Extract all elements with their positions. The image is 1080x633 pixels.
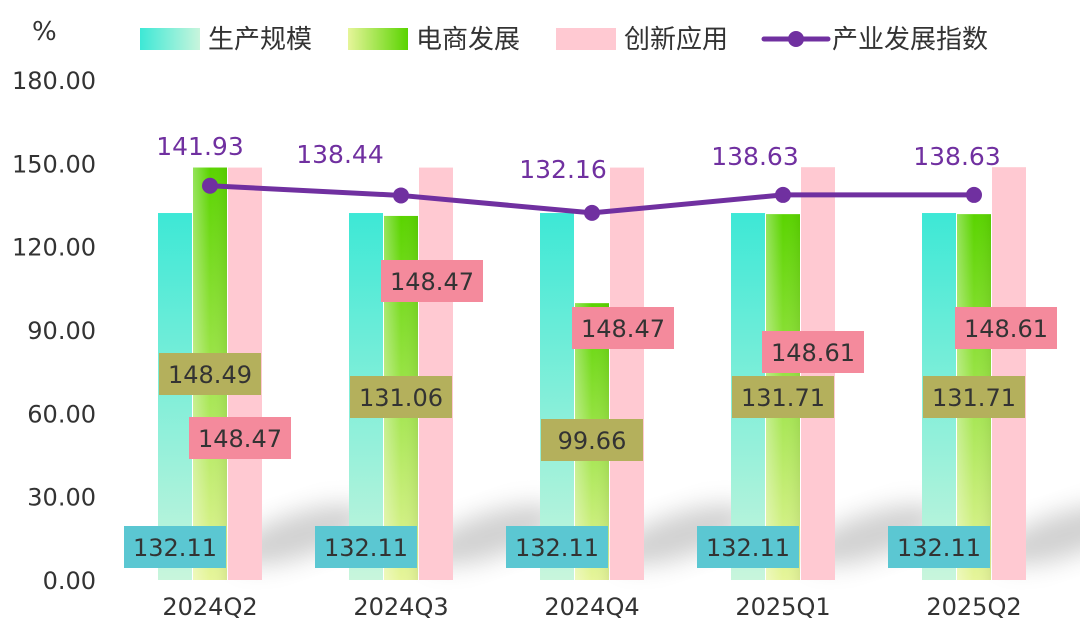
y-tick-label: 90.00 [27,317,96,345]
y-axis: 0.00 30.00 60.00 90.00 120.00 150.00 180.00 [12,67,96,595]
index-data-label: 141.93 [156,132,243,161]
data-label: 132.11 [124,526,226,568]
data-label: 148.47 [189,417,291,459]
data-label-text: 131.06 [359,384,443,412]
data-label: 131.71 [732,376,834,418]
data-label: 132.11 [697,526,799,568]
index-data-label: 138.63 [913,142,1000,171]
data-label: 132.11 [506,526,608,568]
data-label-text: 132.11 [133,534,217,562]
bar-shadow [806,504,940,566]
data-label-box [572,307,674,349]
bar-创新应用[interactable] [419,167,453,581]
data-label: 148.47 [381,260,483,302]
y-tick-label: 30.00 [27,484,96,512]
index-point[interactable] [966,186,982,203]
legend-marker-swatch [788,31,804,47]
x-tick-label: 2024Q2 [162,593,257,621]
data-label-text: 132.11 [897,534,981,562]
legend-label: 创新应用 [624,25,728,55]
data-label: 99.66 [541,419,643,461]
y-tick-label: 120.00 [12,234,96,262]
bar-shadow [424,504,558,566]
legend-item[interactable]: 生产规模 [140,25,312,55]
x-axis: 2024Q2 2024Q3 2024Q4 2025Q1 2025Q2 [162,593,1021,621]
data-label-box [762,331,864,373]
index-data-label: 138.63 [711,142,798,171]
data-label-box [506,526,608,568]
y-tick-label: 60.00 [27,400,96,428]
data-label-box [159,353,261,395]
data-label-text: 148.47 [390,268,474,296]
data-label-box [350,376,452,418]
data-label-box [315,526,417,568]
legend-item[interactable]: 电商发展 [348,25,520,55]
data-label-text: 148.47 [198,425,282,453]
y-tick-label: 150.00 [12,150,96,178]
bar-shadow [997,504,1080,566]
bar-shadow [615,504,749,566]
data-label: 148.61 [955,307,1057,349]
data-label-text: 148.49 [168,361,252,389]
data-label: 131.06 [350,376,452,418]
data-label-text: 132.11 [515,534,599,562]
data-label: 132.11 [888,526,990,568]
data-label: 148.47 [572,307,674,349]
data-label-text: 148.47 [581,315,665,343]
data-label-text: 131.71 [932,384,1016,412]
data-label-box [381,260,483,302]
data-label-box [189,417,291,459]
bar-创新应用[interactable] [992,167,1026,580]
unit-label: % [32,17,57,47]
data-label-box [124,526,226,568]
data-labels: 132.11 132.11 132.11 132.11 132.11 148.49 131.… [124,132,1057,568]
data-label: 131.71 [923,376,1025,418]
data-label-text: 148.61 [771,339,855,367]
legend-label: 生产规模 [208,25,312,55]
index-data-label: 132.16 [519,155,606,184]
bar-创新应用[interactable] [610,167,644,581]
bar-生产规模[interactable] [540,213,574,580]
y-tick-label: 180.00 [12,67,96,95]
data-label-box [732,376,834,418]
legend-swatch [556,28,616,50]
data-label: 148.49 [159,353,261,395]
legend: 生产规模 电商发展 创新应用 产业发展指数 [140,25,988,55]
legend-swatch [348,28,408,50]
bar-shadows [233,504,1080,566]
bar-创新应用[interactable] [801,167,835,580]
data-label-box [955,307,1057,349]
data-label-text: 148.61 [964,315,1048,343]
data-label-box [888,526,990,568]
index-point[interactable] [775,186,791,203]
legend-label: 电商发展 [416,25,520,55]
x-tick-label: 2025Q1 [735,593,830,621]
legend-item[interactable]: 产业发展指数 [761,25,988,55]
data-label: 132.11 [315,526,417,568]
x-tick-label: 2024Q4 [544,593,639,621]
data-label-box [541,419,643,461]
x-tick-label: 2024Q3 [353,593,448,621]
legend-label: 产业发展指数 [832,25,988,55]
index-line [202,177,982,221]
data-label-box [923,376,1025,418]
data-label: 148.61 [762,331,864,373]
index-point[interactable] [202,177,218,194]
bar-生产规模[interactable] [158,213,192,580]
index-point[interactable] [584,204,600,221]
data-label-text: 131.71 [741,384,825,412]
index-data-label: 138.44 [296,140,383,169]
y-tick-label: 0.00 [43,567,96,595]
data-label-box [697,526,799,568]
data-label-text: 132.11 [706,534,790,562]
index-point[interactable] [393,187,409,204]
data-label-text: 99.66 [558,427,627,455]
data-label-text: 132.11 [324,534,408,562]
legend-item[interactable]: 创新应用 [556,25,728,55]
legend-swatch [140,28,200,50]
x-tick-label: 2025Q2 [926,593,1021,621]
bar-shadow [233,504,367,566]
